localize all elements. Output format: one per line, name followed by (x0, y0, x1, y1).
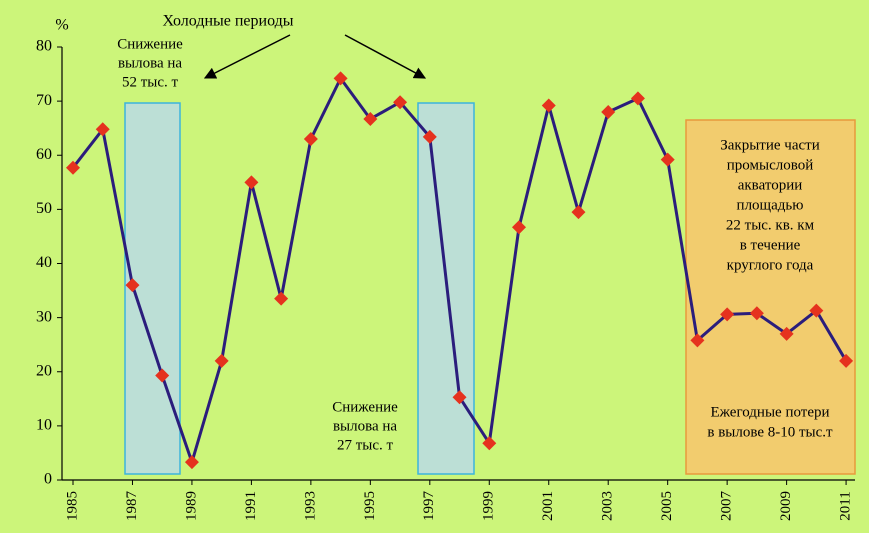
y-tick-label: 60 (36, 146, 52, 163)
data-point (660, 152, 675, 167)
data-point (422, 129, 437, 144)
x-tick-label: 1995 (362, 491, 378, 521)
x-tick-label: 1987 (124, 491, 140, 522)
data-point (601, 104, 616, 119)
data-point (482, 436, 497, 451)
data-point (839, 353, 854, 368)
annotation: Холодные периоды (162, 13, 293, 30)
x-tick-label: 2011 (838, 491, 854, 520)
data-point (779, 326, 794, 341)
y-tick-label: 30 (36, 308, 52, 325)
annotation: вылова на (333, 418, 397, 434)
data-point (720, 307, 735, 322)
data-point (66, 160, 81, 175)
data-point (274, 291, 289, 306)
data-point (630, 91, 645, 106)
annotation: в вылове 8-10 тыс.т (707, 424, 833, 440)
arrow (203, 34, 291, 79)
data-point (809, 303, 824, 318)
data-point (214, 353, 229, 368)
y-tick-label: 70 (36, 92, 52, 109)
x-tick-label: 1999 (481, 491, 497, 521)
data-point (303, 132, 318, 147)
data-point (363, 111, 378, 126)
x-tick-label: 2005 (659, 491, 675, 521)
x-tick-label: 1997 (421, 491, 437, 522)
annotation: Снижение (332, 399, 398, 415)
data-point (333, 71, 348, 86)
annotation: в течение (740, 237, 801, 253)
annotation: круглого года (727, 257, 814, 273)
x-tick-label: 2007 (719, 491, 735, 522)
data-point (512, 220, 527, 235)
x-tick-label: 2009 (778, 491, 794, 521)
data-point (125, 278, 140, 293)
data-point (452, 390, 467, 405)
data-point (393, 95, 408, 110)
arrow (344, 34, 427, 79)
y-tick-label: 20 (36, 362, 52, 379)
y-axis-label: % (55, 17, 68, 34)
data-point (184, 455, 199, 470)
annotation: вылова на (118, 55, 182, 71)
annotation: Закрытие части (720, 137, 819, 153)
annotation: промысловой (727, 157, 813, 173)
annotation: 22 тыс. кв. км (726, 217, 815, 233)
data-point (571, 205, 586, 220)
y-tick-label: 10 (36, 417, 52, 434)
x-tick-label: 2003 (600, 491, 616, 521)
x-tick-label: 1985 (64, 491, 80, 521)
y-tick-label: 0 (44, 471, 52, 488)
data-point (244, 175, 259, 190)
x-tick-label: 1991 (243, 491, 259, 521)
data-point (749, 306, 764, 321)
annotation: Ежегодные потери (710, 404, 829, 420)
annotation: Снижение (117, 36, 183, 52)
y-tick-label: 50 (36, 200, 52, 217)
x-tick-label: 2001 (540, 491, 556, 521)
x-tick-label: 1993 (302, 491, 318, 521)
data-point (155, 368, 170, 383)
y-tick-label: 80 (36, 38, 52, 55)
closure-box (685, 119, 856, 475)
annotation: акватории (738, 177, 803, 193)
data-point (541, 98, 556, 113)
y-tick-label: 40 (36, 254, 52, 271)
annotation: 52 тыс. т (122, 74, 179, 90)
data-point (690, 333, 705, 348)
annotation: площадью (737, 197, 804, 213)
annotation: 27 тыс. т (337, 437, 394, 453)
x-tick-label: 1989 (183, 491, 199, 521)
data-point (95, 122, 110, 137)
